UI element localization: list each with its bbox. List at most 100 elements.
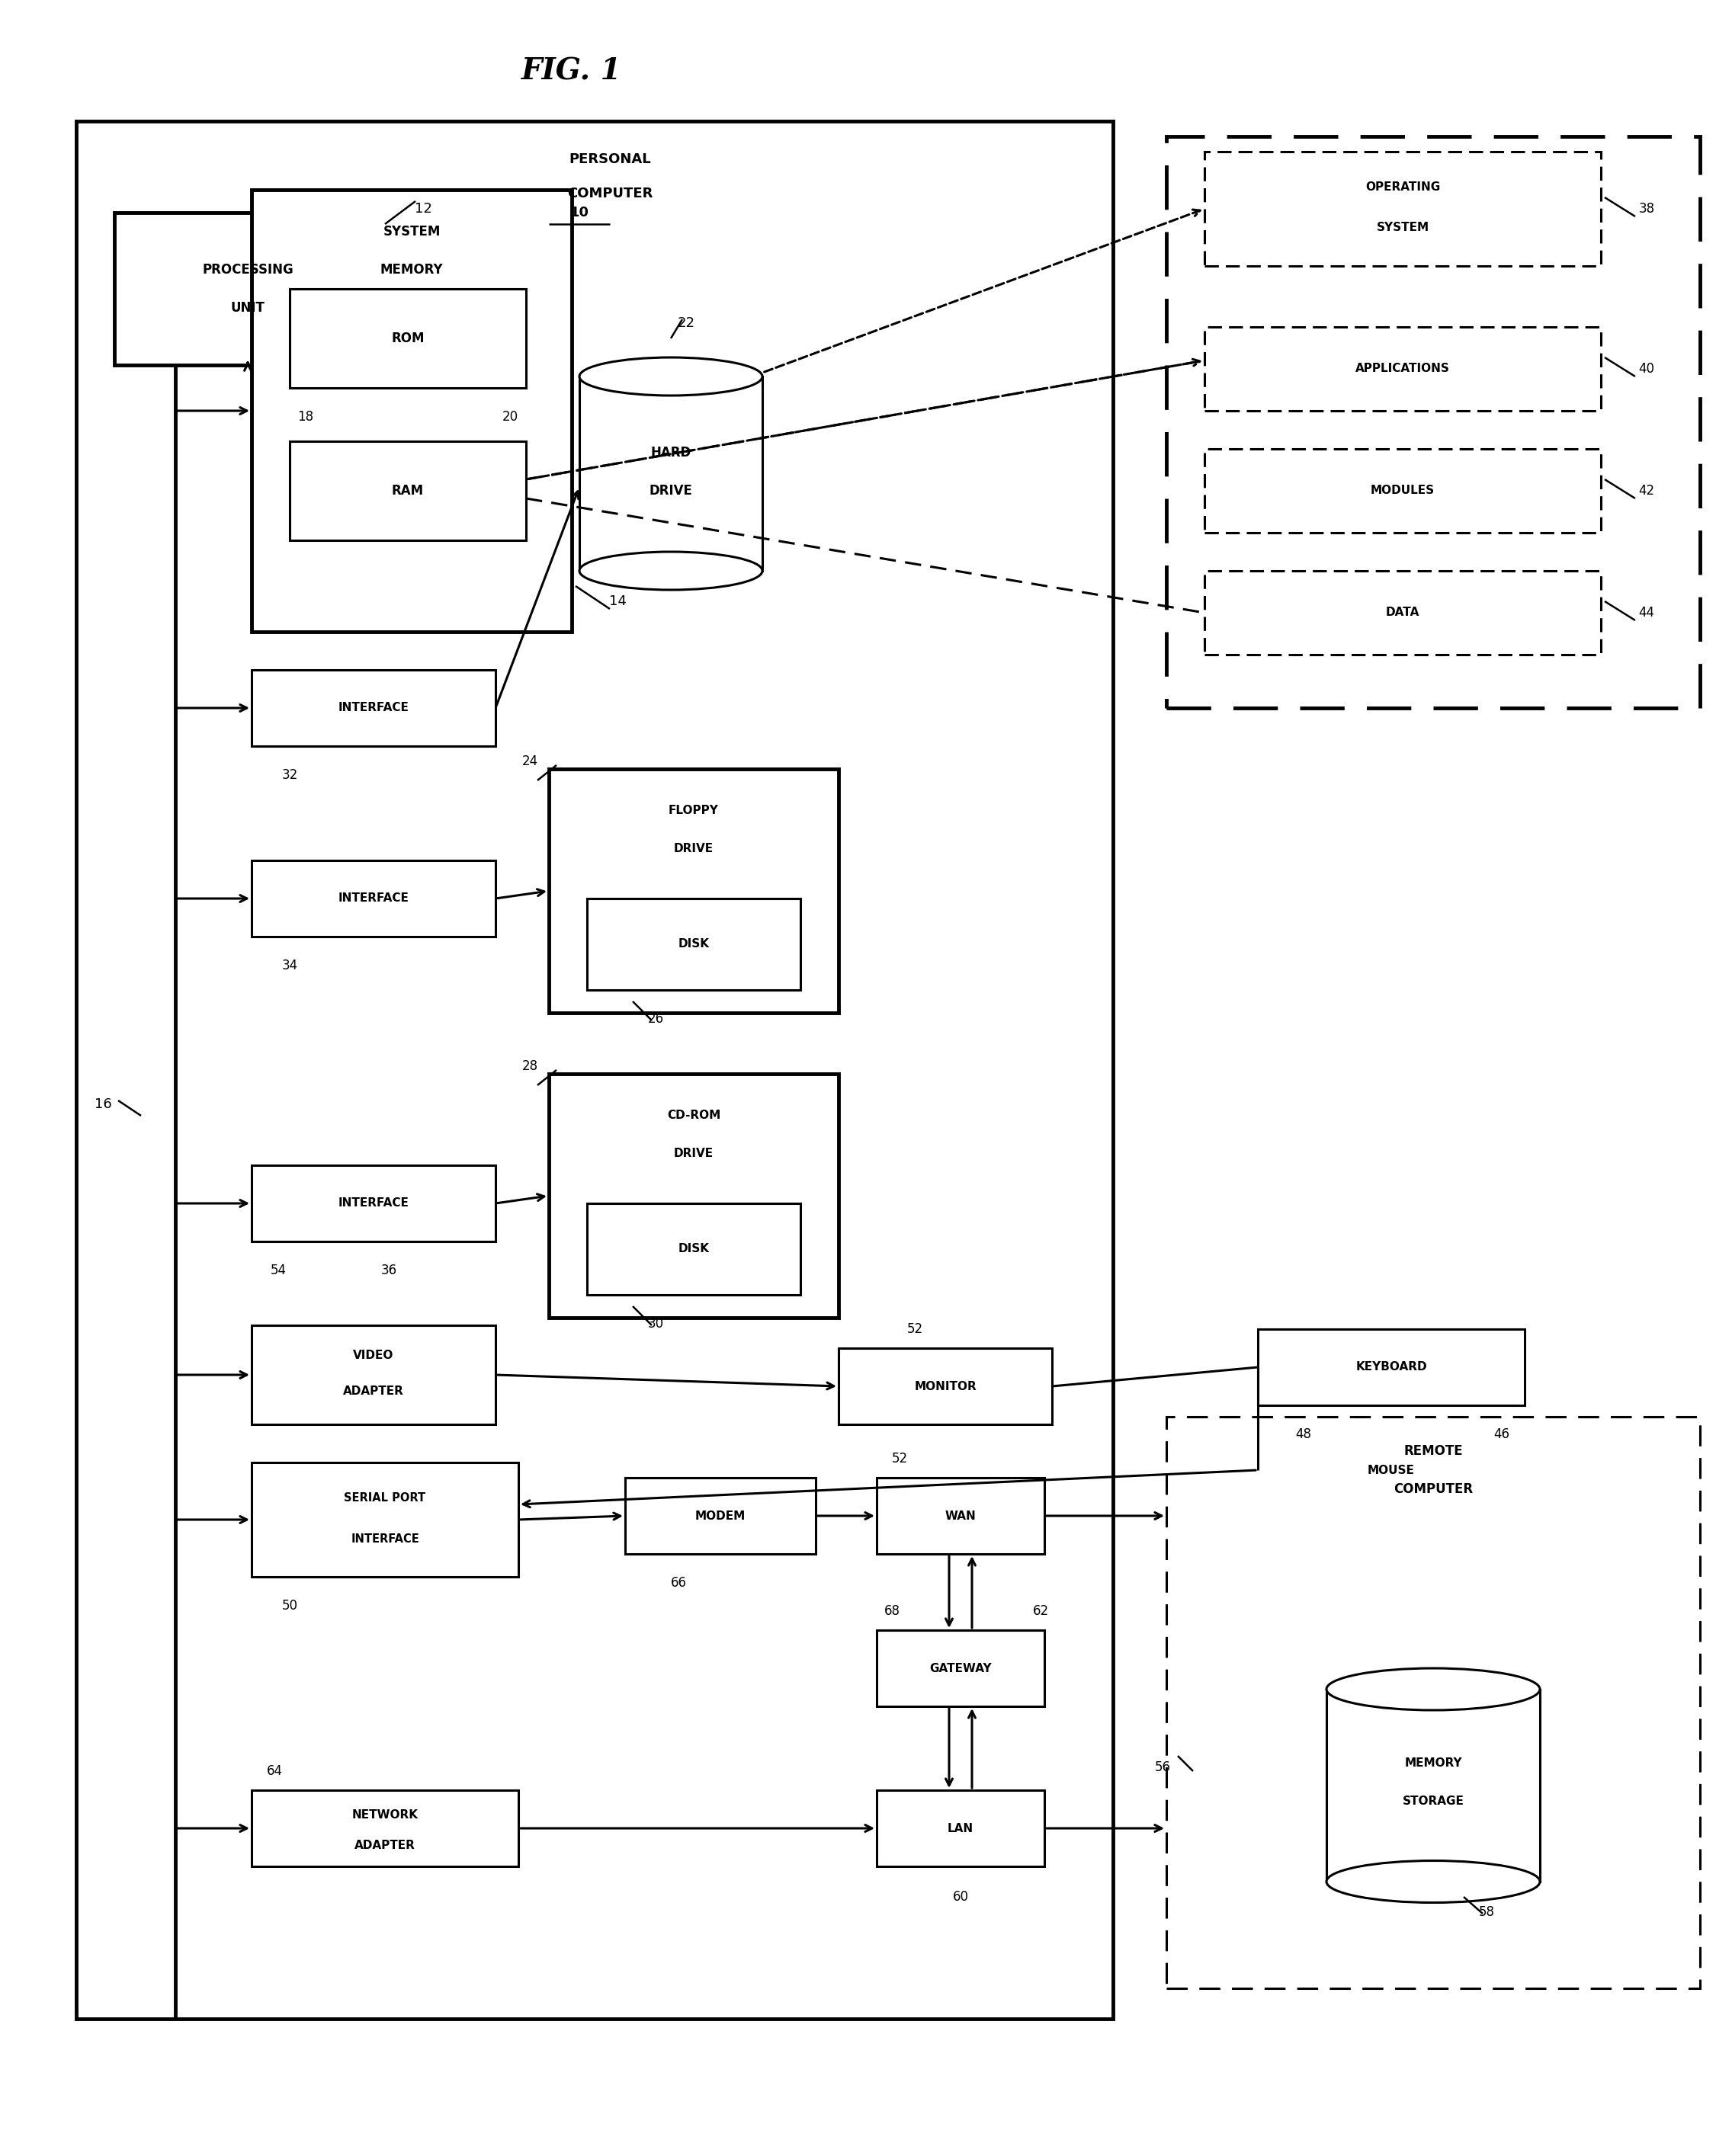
FancyBboxPatch shape — [1257, 1328, 1524, 1406]
FancyBboxPatch shape — [114, 213, 381, 364]
FancyBboxPatch shape — [251, 1326, 495, 1425]
Text: 28: 28 — [521, 1059, 539, 1074]
Text: INTERFACE: INTERFACE — [338, 1197, 409, 1210]
Ellipse shape — [580, 552, 762, 591]
FancyBboxPatch shape — [251, 190, 572, 632]
Text: REMOTE: REMOTE — [1403, 1445, 1464, 1457]
Text: 68: 68 — [883, 1604, 901, 1617]
Text: DRIVE: DRIVE — [674, 1149, 714, 1160]
Text: 46: 46 — [1493, 1427, 1510, 1440]
FancyBboxPatch shape — [580, 377, 762, 571]
FancyBboxPatch shape — [549, 1074, 838, 1317]
FancyBboxPatch shape — [1166, 1416, 1701, 1988]
FancyBboxPatch shape — [876, 1477, 1044, 1554]
Text: UNIT: UNIT — [230, 302, 265, 315]
Text: COMPUTER: COMPUTER — [566, 188, 653, 201]
Text: PERSONAL: PERSONAL — [568, 153, 651, 166]
Text: INTERFACE: INTERFACE — [338, 893, 409, 903]
Text: NETWORK: NETWORK — [352, 1809, 417, 1820]
Text: DRIVE: DRIVE — [650, 483, 693, 498]
Text: DRIVE: DRIVE — [674, 843, 714, 854]
Text: RAM: RAM — [391, 483, 424, 498]
Text: LAN: LAN — [947, 1822, 973, 1835]
Ellipse shape — [580, 358, 762, 395]
Text: KEYBOARD: KEYBOARD — [1356, 1360, 1427, 1373]
FancyBboxPatch shape — [251, 1462, 518, 1576]
Text: 24: 24 — [521, 755, 539, 768]
Text: ROM: ROM — [391, 332, 424, 345]
FancyBboxPatch shape — [549, 770, 838, 1013]
FancyBboxPatch shape — [876, 1630, 1044, 1705]
Text: 66: 66 — [670, 1576, 686, 1589]
Text: WAN: WAN — [946, 1509, 977, 1522]
Text: ADAPTER: ADAPTER — [343, 1386, 404, 1397]
Text: OPERATING: OPERATING — [1365, 181, 1439, 194]
FancyBboxPatch shape — [289, 289, 527, 388]
Text: 20: 20 — [502, 410, 518, 425]
Ellipse shape — [1327, 1669, 1540, 1710]
Text: INTERFACE: INTERFACE — [352, 1533, 419, 1544]
FancyBboxPatch shape — [251, 671, 495, 746]
Text: DISK: DISK — [679, 938, 710, 951]
Text: 34: 34 — [282, 959, 298, 972]
Text: MODULES: MODULES — [1370, 485, 1434, 496]
Text: GATEWAY: GATEWAY — [930, 1662, 992, 1673]
Text: 54: 54 — [270, 1263, 286, 1276]
Text: 30: 30 — [648, 1317, 663, 1330]
FancyBboxPatch shape — [1257, 1432, 1524, 1509]
Text: 42: 42 — [1638, 483, 1654, 498]
Text: MOUSE: MOUSE — [1368, 1464, 1415, 1477]
FancyBboxPatch shape — [1204, 448, 1600, 533]
FancyBboxPatch shape — [251, 860, 495, 936]
Text: 62: 62 — [1032, 1604, 1048, 1617]
FancyBboxPatch shape — [1204, 328, 1600, 412]
Text: 32: 32 — [282, 768, 298, 783]
FancyBboxPatch shape — [1327, 1688, 1540, 1882]
Text: 64: 64 — [267, 1764, 282, 1779]
Text: CD-ROM: CD-ROM — [667, 1110, 721, 1121]
Text: 52: 52 — [892, 1451, 908, 1466]
Text: ADAPTER: ADAPTER — [355, 1839, 416, 1850]
Text: STORAGE: STORAGE — [1403, 1796, 1464, 1807]
FancyBboxPatch shape — [587, 1203, 800, 1296]
FancyBboxPatch shape — [1166, 136, 1701, 707]
Text: SYSTEM: SYSTEM — [1377, 222, 1429, 233]
Text: PROCESSING: PROCESSING — [203, 263, 293, 276]
FancyBboxPatch shape — [838, 1348, 1051, 1425]
Text: 12: 12 — [414, 203, 431, 216]
Text: FLOPPY: FLOPPY — [669, 804, 719, 817]
Text: 58: 58 — [1479, 1906, 1495, 1919]
Ellipse shape — [1327, 1861, 1540, 1902]
Text: 26: 26 — [648, 1011, 663, 1026]
Text: FIG. 1: FIG. 1 — [521, 58, 622, 86]
Text: DISK: DISK — [679, 1244, 710, 1255]
Text: 56: 56 — [1155, 1761, 1171, 1774]
Text: 14: 14 — [608, 595, 627, 608]
Text: 22: 22 — [677, 317, 695, 330]
Text: 38: 38 — [1638, 203, 1654, 216]
Text: 44: 44 — [1638, 606, 1654, 619]
Text: 48: 48 — [1296, 1427, 1311, 1440]
FancyBboxPatch shape — [251, 1789, 518, 1867]
Text: SERIAL PORT: SERIAL PORT — [345, 1492, 426, 1505]
FancyBboxPatch shape — [1204, 571, 1600, 655]
Text: HARD: HARD — [651, 446, 691, 459]
FancyBboxPatch shape — [1204, 151, 1600, 265]
FancyBboxPatch shape — [625, 1477, 816, 1554]
Text: MEMORY: MEMORY — [1405, 1757, 1462, 1770]
FancyBboxPatch shape — [876, 1789, 1044, 1867]
Text: 52: 52 — [908, 1322, 923, 1337]
Text: 16: 16 — [94, 1097, 111, 1110]
Text: MONITOR: MONITOR — [914, 1380, 977, 1393]
Text: 10: 10 — [570, 205, 589, 220]
Text: VIDEO: VIDEO — [353, 1350, 393, 1360]
FancyBboxPatch shape — [289, 442, 527, 541]
Text: APPLICATIONS: APPLICATIONS — [1356, 362, 1450, 375]
Text: COMPUTER: COMPUTER — [1394, 1483, 1472, 1496]
Text: INTERFACE: INTERFACE — [338, 703, 409, 714]
Text: DATA: DATA — [1386, 608, 1420, 619]
FancyBboxPatch shape — [587, 899, 800, 990]
FancyBboxPatch shape — [76, 121, 1114, 2018]
Text: SYSTEM: SYSTEM — [383, 224, 440, 239]
FancyBboxPatch shape — [251, 1164, 495, 1242]
